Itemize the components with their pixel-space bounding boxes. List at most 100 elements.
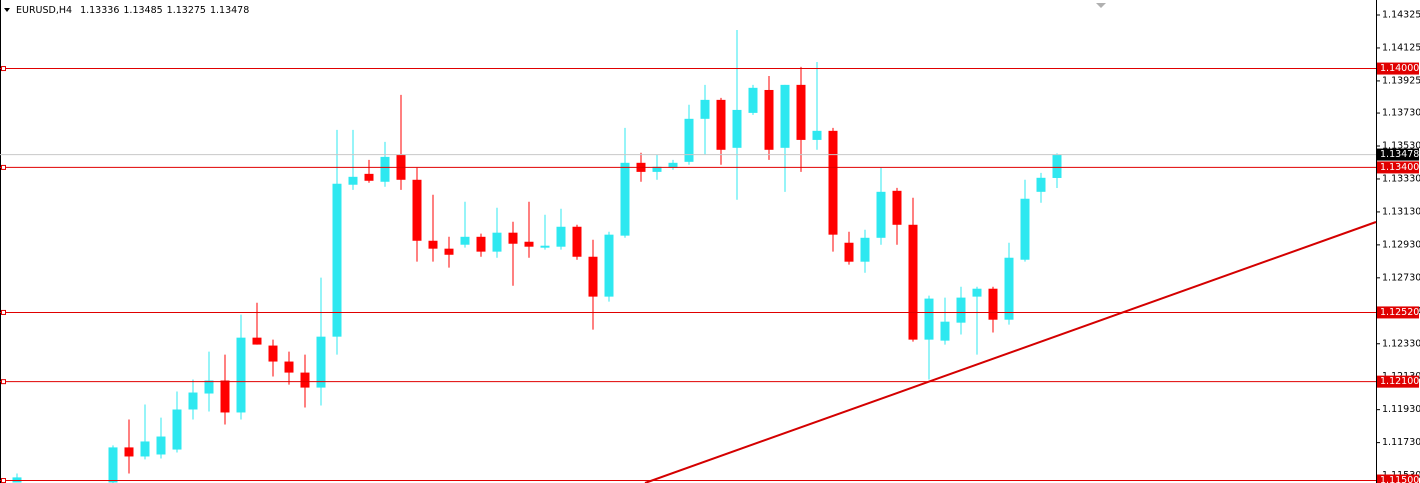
candle-body [812, 130, 822, 140]
level-box [1377, 62, 1419, 75]
current-price-box [1377, 148, 1419, 161]
candle-body [620, 162, 630, 236]
shift-marker [1096, 3, 1106, 8]
candle-body [908, 224, 918, 340]
level-label: 1.12100 [1380, 376, 1419, 387]
candle-body [252, 337, 262, 345]
candle-body [860, 237, 870, 262]
candle-body [972, 288, 982, 297]
candle-body [956, 297, 966, 323]
level-box [1377, 306, 1419, 319]
candle-body [892, 190, 902, 225]
level-label: 1.13400 [1380, 162, 1419, 173]
candle-body [316, 336, 326, 388]
candle-body [268, 345, 278, 362]
level-box [1377, 161, 1419, 174]
candle-body [348, 176, 358, 185]
candle-body [780, 84, 790, 148]
candle-body [700, 99, 710, 119]
candle-body [1004, 257, 1014, 320]
y-tick-label: 1.11930 [1382, 404, 1420, 415]
candle-body [444, 248, 454, 255]
y-tick-label: 1.11730 [1382, 437, 1420, 448]
candle-body [764, 89, 774, 150]
y-tick-label: 1.12330 [1382, 338, 1420, 349]
y-tick-label: 1.12730 [1382, 272, 1420, 283]
candle-body [460, 236, 470, 245]
candle-body [12, 477, 22, 483]
header: EURUSD,H4 1.13336 1.13485 1.13275 1.13478 [16, 5, 249, 16]
y-tick-label: 1.13330 [1382, 173, 1420, 184]
header-close: 1.13478 [210, 5, 249, 16]
candle-body [332, 183, 342, 337]
level-label: 1.11500 [1380, 475, 1419, 483]
candle-body [844, 242, 854, 262]
level-label: 1.12520 [1380, 307, 1419, 318]
candle-body [140, 441, 150, 457]
level-box [1377, 375, 1419, 388]
candle-body [284, 361, 294, 373]
level-anchor [1, 164, 6, 170]
candle-body [732, 109, 742, 148]
level-anchor [1, 379, 6, 385]
candle-body [684, 118, 694, 162]
y-tick-label: 1.13130 [1382, 206, 1420, 217]
candle-body [748, 87, 758, 113]
candle-body [924, 298, 934, 340]
candle-body [364, 173, 374, 181]
candle-body [156, 436, 166, 455]
current-price-label: 1.13478 [1380, 149, 1419, 160]
candle-body [172, 409, 182, 450]
level-anchor [1, 478, 6, 483]
candle-body [428, 240, 438, 249]
y-tick-label: 1.14125 [1382, 42, 1420, 53]
candle-body [988, 288, 998, 320]
level-label: 1.14000 [1380, 63, 1419, 74]
candle-body [300, 372, 310, 388]
candle-body [524, 241, 534, 247]
candle-body [412, 179, 422, 241]
candle-body [540, 245, 550, 248]
candle-body [572, 226, 582, 257]
candle-body [940, 321, 950, 341]
header-high: 1.13485 [123, 5, 162, 16]
y-tick-label: 1.14325 [1382, 9, 1420, 20]
menu-arrow [4, 8, 10, 12]
candle-body [492, 232, 502, 252]
candle-body [1020, 198, 1030, 260]
candle-body [380, 156, 390, 182]
candle-body [1036, 177, 1046, 192]
y-tick-label: 1.13730 [1382, 108, 1420, 119]
candle-body [124, 447, 134, 457]
candle-body [1052, 154, 1062, 178]
y-tick-label: 1.12930 [1382, 239, 1420, 250]
candle-body [604, 234, 614, 297]
candle-body [108, 447, 118, 483]
candle-body [668, 162, 678, 168]
level-anchor [1, 66, 6, 72]
level-anchor [1, 309, 6, 315]
candle-body [508, 232, 518, 244]
y-tick-label: 1.13530 [1382, 141, 1420, 152]
y-tick-label: 1.13925 [1382, 75, 1420, 86]
candle-body [588, 256, 598, 297]
candle-body [876, 191, 886, 238]
candle-body [236, 337, 246, 413]
candle-body [556, 226, 566, 247]
candle-body [188, 392, 198, 410]
level-box [1377, 474, 1419, 483]
symbol: EURUSD,H4 [16, 5, 72, 16]
candle-body [796, 84, 806, 140]
candle-body [220, 380, 230, 413]
candle-body [652, 166, 662, 172]
candle-body [476, 236, 486, 252]
candle-body [204, 380, 214, 394]
trendline [644, 221, 1377, 483]
candle-body [716, 99, 726, 150]
candle-body [828, 130, 838, 235]
header-open: 1.13336 [80, 5, 119, 16]
header-low: 1.13275 [167, 5, 206, 16]
